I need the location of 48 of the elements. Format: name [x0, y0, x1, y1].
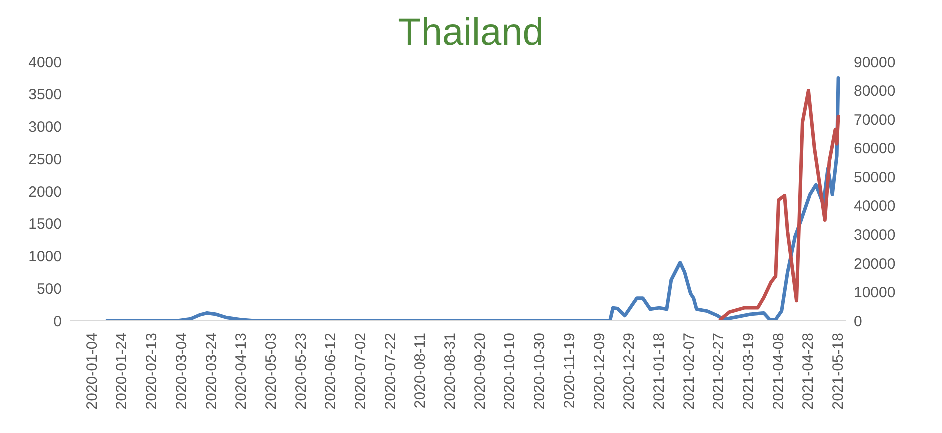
- y-tick-label: 3500: [28, 86, 62, 104]
- y2-tick-label: 60000: [854, 140, 896, 158]
- x-tick-label: 2020-05-03: [262, 333, 280, 410]
- y-tick-label: 4000: [28, 54, 62, 72]
- y2-tick-label: 70000: [854, 112, 896, 129]
- x-tick-label: 2020-03-24: [203, 333, 220, 410]
- y-tick-label: 3000: [28, 119, 62, 136]
- y2-tick-label: 40000: [854, 198, 896, 216]
- x-tick-label: 2021-01-18: [650, 333, 668, 410]
- x-tick-label: 2021-04-08: [770, 333, 788, 410]
- y-tick-label: 500: [36, 280, 62, 298]
- x-tick-label: 2020-04-13: [233, 333, 250, 410]
- x-tick-label: 2020-02-13: [144, 333, 161, 410]
- x-tick-label: 2020-01-24: [114, 333, 131, 410]
- x-tick-label: 2020-01-04: [84, 333, 101, 410]
- x-tick-label: 2020-08-11: [412, 333, 430, 409]
- x-tick-label: 2020-08-31: [442, 333, 460, 410]
- x-tick-label: 2020-07-02: [352, 333, 370, 410]
- y2-tick-label: 50000: [854, 169, 896, 186]
- x-tick-label: 2020-11-19: [561, 333, 578, 409]
- y-tick-label: 0: [54, 313, 62, 330]
- line-series: [718, 89, 840, 321]
- x-tick-label: 2020-10-30: [532, 333, 549, 410]
- x-tick-label: 2021-02-07: [680, 333, 698, 410]
- y-tick-label: 2500: [28, 151, 62, 168]
- line-series: [106, 76, 840, 321]
- x-tick-label: 2020-06-12: [322, 333, 340, 410]
- y2-tick-label: 30000: [854, 226, 896, 244]
- y-tick-label: 1500: [28, 216, 62, 234]
- x-tick-label: 2021-02-27: [710, 333, 728, 410]
- y2-tick-label: 80000: [854, 83, 896, 100]
- x-tick-label: 2020-12-09: [591, 333, 608, 410]
- x-tick-label: 2020-05-23: [292, 333, 310, 410]
- y2-tick-label: 0: [854, 313, 862, 330]
- y2-tick-label: 10000: [854, 284, 896, 302]
- x-tick-label: 2020-09-20: [472, 333, 489, 410]
- y2-tick-label: 90000: [854, 54, 896, 72]
- x-tick-label: 2020-12-29: [621, 333, 638, 410]
- x-tick-label: 2020-03-04: [173, 333, 190, 410]
- x-tick-label: 2020-10-10: [502, 333, 519, 410]
- y-tick-label: 1000: [28, 248, 62, 266]
- x-tick-label: 2020-07-22: [382, 333, 400, 410]
- x-tick-label: 2021-04-28: [800, 333, 818, 410]
- chart-title: Thailand: [397, 12, 545, 55]
- x-tick-label: 2021-05-18: [830, 333, 848, 410]
- y-tick-label: 2000: [28, 184, 62, 201]
- x-tick-label: 2021-03-19: [740, 333, 758, 410]
- y2-tick-label: 20000: [854, 256, 896, 273]
